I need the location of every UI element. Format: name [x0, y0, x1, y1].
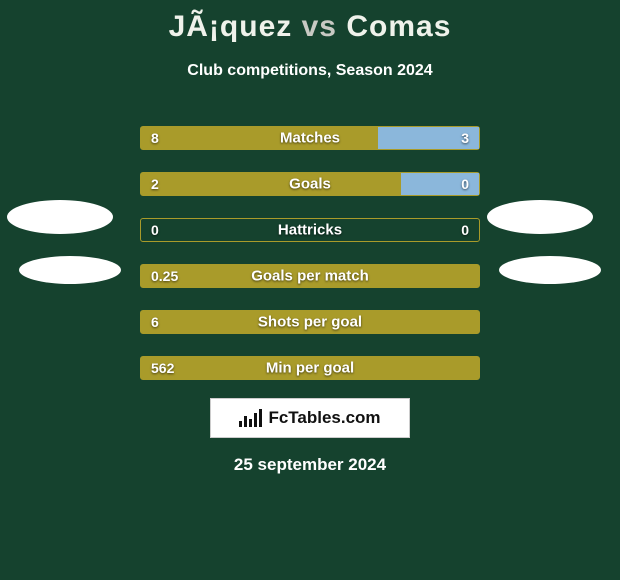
stat-value-right: 0: [461, 222, 469, 238]
stat-row: Goals per match0.25: [140, 264, 480, 288]
stat-bar-left: [141, 357, 479, 379]
avatar-placeholder: [7, 200, 113, 234]
stat-value-left: 0: [151, 222, 159, 238]
page-title: JÃ¡quez vs Comas: [0, 0, 620, 44]
stat-row: Matches83: [140, 126, 480, 150]
stat-bar-right: [378, 127, 479, 149]
avatar-placeholder: [19, 256, 121, 284]
stat-row: Min per goal562: [140, 356, 480, 380]
avatar-placeholder: [499, 256, 601, 284]
player2-name: Comas: [346, 10, 451, 43]
date-line: 25 september 2024: [0, 455, 620, 475]
stat-label: Hattricks: [141, 222, 479, 239]
subtitle: Club competitions, Season 2024: [0, 62, 620, 80]
stat-bar-left: [141, 311, 479, 333]
stat-bar-left: [141, 127, 378, 149]
stat-row: Shots per goal6: [140, 310, 480, 334]
logo-badge: FcTables.com: [210, 398, 410, 438]
comparison-canvas: JÃ¡quez vs Comas Club competitions, Seas…: [0, 0, 620, 580]
avatar-placeholder: [487, 200, 593, 234]
stat-row: Hattricks0 0: [140, 218, 480, 242]
title-vs: vs: [302, 10, 337, 43]
player1-name: JÃ¡quez: [169, 10, 293, 43]
bar-chart-icon: [239, 409, 262, 427]
stat-row: Goals20: [140, 172, 480, 196]
stat-bar-left: [141, 173, 401, 195]
stat-bar-right: [401, 173, 479, 195]
logo-text: FcTables.com: [268, 408, 380, 428]
stat-bar-left: [141, 265, 479, 287]
